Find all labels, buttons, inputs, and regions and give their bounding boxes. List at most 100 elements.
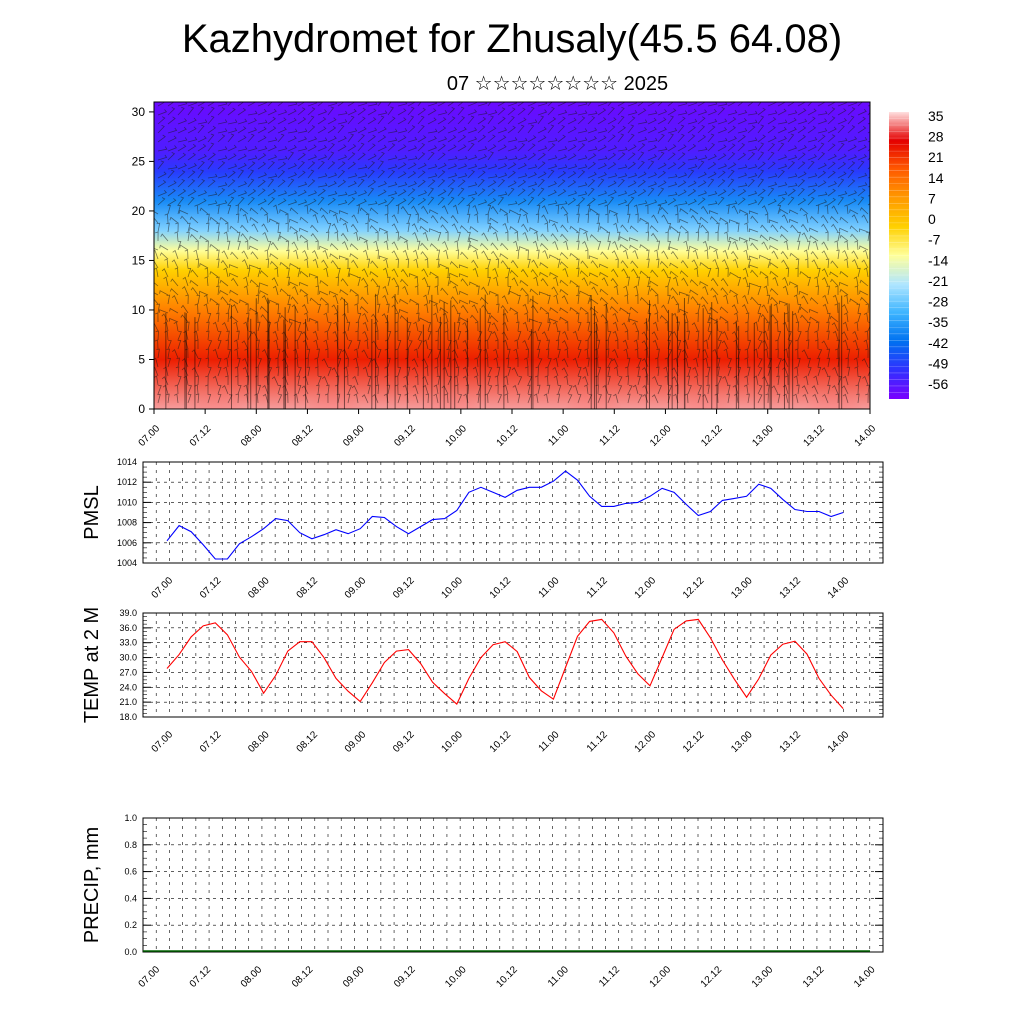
wind-barb [527, 331, 533, 341]
wind-barb [497, 191, 508, 197]
wind-barb [592, 312, 599, 323]
wind-barb [447, 127, 458, 134]
wind-barb [306, 348, 311, 359]
wind-barb [727, 240, 732, 251]
wind-barb [855, 348, 860, 359]
wind-barb [484, 339, 489, 350]
wind-barb [187, 385, 192, 395]
wind-barb [493, 276, 499, 287]
wind-barb [839, 234, 849, 242]
wind-barb [737, 127, 748, 134]
wind-barb [407, 162, 417, 170]
wind-barb [496, 303, 500, 314]
wind-barb [471, 304, 479, 314]
wind-barb [777, 330, 782, 341]
temp-ytick-label: 39.0 [119, 608, 137, 618]
wind-barb [630, 260, 639, 269]
wind-barb [227, 102, 233, 107]
wind-barb [664, 357, 669, 368]
wind-barb [547, 155, 558, 161]
wind-barb [217, 331, 222, 341]
wind-barb [697, 222, 701, 233]
x-tick-label: 10.12 [495, 423, 521, 449]
wind-barb [321, 214, 329, 224]
wind-barb [706, 366, 711, 377]
wind-barb [767, 125, 776, 134]
wind-barb [317, 182, 328, 188]
wind-barb [853, 357, 859, 368]
wind-barb [154, 366, 159, 377]
wind-barb [847, 136, 858, 143]
wind-barb [457, 179, 466, 188]
wind-barb [154, 211, 159, 215]
wind-barb [174, 267, 179, 278]
wind-barb [817, 170, 827, 179]
wind-barb [722, 375, 729, 386]
wind-barb [413, 258, 419, 269]
wind-barb [703, 357, 709, 368]
wind-barb [560, 206, 569, 215]
wind-barb [195, 240, 199, 251]
wind-barb [269, 299, 279, 305]
wind-barb [507, 107, 516, 116]
wind-barb [197, 190, 208, 197]
wind-barb [537, 152, 546, 161]
wind-barb [676, 231, 681, 242]
wind-barb [866, 231, 870, 242]
wind-barb [207, 142, 215, 152]
wind-barb [273, 204, 279, 215]
wind-barb [625, 375, 630, 386]
wind-barb [307, 154, 318, 161]
precip-xtick-label: 07.00 [137, 964, 163, 990]
wind-barb [717, 376, 723, 386]
wind-barb [672, 376, 679, 386]
wind-barb [639, 217, 649, 224]
wind-barb [303, 294, 309, 305]
wind-barb [537, 109, 548, 116]
wind-barb [733, 294, 739, 305]
wind-barb [552, 240, 559, 251]
wind-barb [787, 126, 797, 134]
wind-barb [787, 182, 798, 188]
wind-barb [307, 107, 316, 116]
wind-barb [686, 249, 690, 260]
wind-barb [523, 213, 529, 224]
wind-barb [473, 249, 479, 260]
wind-barb [649, 287, 659, 296]
wind-barb [797, 134, 806, 143]
wind-barb [781, 214, 789, 224]
wind-barb [826, 375, 831, 386]
wind-barb [497, 196, 505, 206]
wind-barb [547, 321, 551, 332]
wind-barb [553, 375, 559, 386]
wind-barb [299, 227, 309, 233]
wind-barb [217, 182, 228, 188]
wind-barb [349, 243, 359, 251]
wind-barb [260, 206, 269, 215]
wind-barb [607, 189, 617, 197]
wind-barb [831, 322, 839, 332]
wind-barb [407, 125, 416, 134]
wind-barb [857, 136, 868, 143]
wind-barb [545, 312, 550, 323]
wind-barb [559, 288, 569, 296]
wind-barb [312, 213, 319, 224]
wind-barb [370, 278, 379, 287]
wind-barb [287, 117, 297, 125]
wind-barb [835, 285, 839, 295]
wind-barb [687, 163, 698, 170]
wind-barb [163, 276, 169, 287]
temp-xtick-label: 11.12 [585, 729, 610, 754]
wind-barb [801, 232, 809, 242]
wind-barb [637, 179, 646, 188]
wind-barb [767, 258, 771, 269]
wind-barb [533, 393, 539, 404]
wind-barb [627, 385, 633, 395]
wind-barb [517, 179, 527, 188]
wind-barb [707, 153, 717, 161]
wind-barb [589, 208, 599, 215]
wind-barb [797, 179, 806, 188]
wind-barb [347, 172, 358, 179]
wind-barb [337, 102, 345, 107]
